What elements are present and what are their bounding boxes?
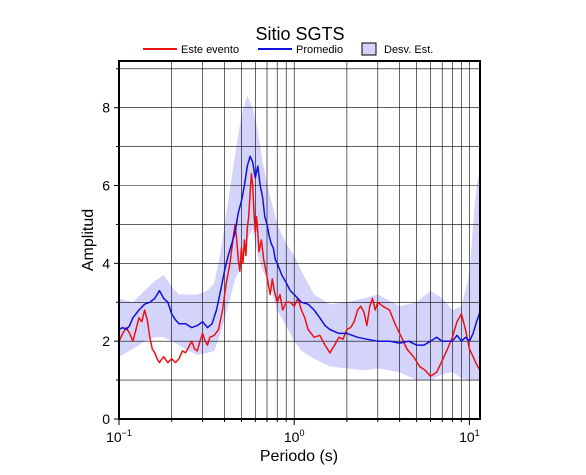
x-tick-label: 101: [459, 428, 480, 445]
series-layer: [118, 155, 481, 377]
legend-mean-label: Promedio: [296, 44, 343, 56]
tick-layer: 0 2 4 6 8 10−1 100 101: [102, 68, 480, 445]
x-axis-label: Periodo (s): [260, 448, 338, 465]
y-tick-label: 8: [102, 100, 110, 116]
legend-event-label: Este evento: [181, 44, 239, 56]
legend-std-swatch: [361, 42, 377, 56]
y-axis-label: Amplitud: [80, 209, 97, 271]
y-tick-label: 4: [102, 255, 110, 271]
grid-layer: [119, 61, 480, 419]
event-series-line: [118, 173, 481, 377]
y-tick-label: 0: [102, 411, 110, 427]
x-tick-label: 10−1: [106, 428, 132, 445]
y-tick-label: 2: [102, 333, 110, 349]
chart-title: Sitio SGTS: [255, 24, 344, 44]
plot-frame: [118, 60, 481, 420]
std-band-area: [119, 96, 480, 381]
std-band-layer: [119, 96, 480, 381]
mean-series-line: [118, 155, 481, 346]
legend-std-label: Desv. Est.: [384, 44, 433, 56]
legend: Este evento Promedio Desv. Est.: [143, 42, 433, 56]
x-tick-label: 100: [284, 428, 305, 445]
y-tick-label: 6: [102, 178, 110, 194]
